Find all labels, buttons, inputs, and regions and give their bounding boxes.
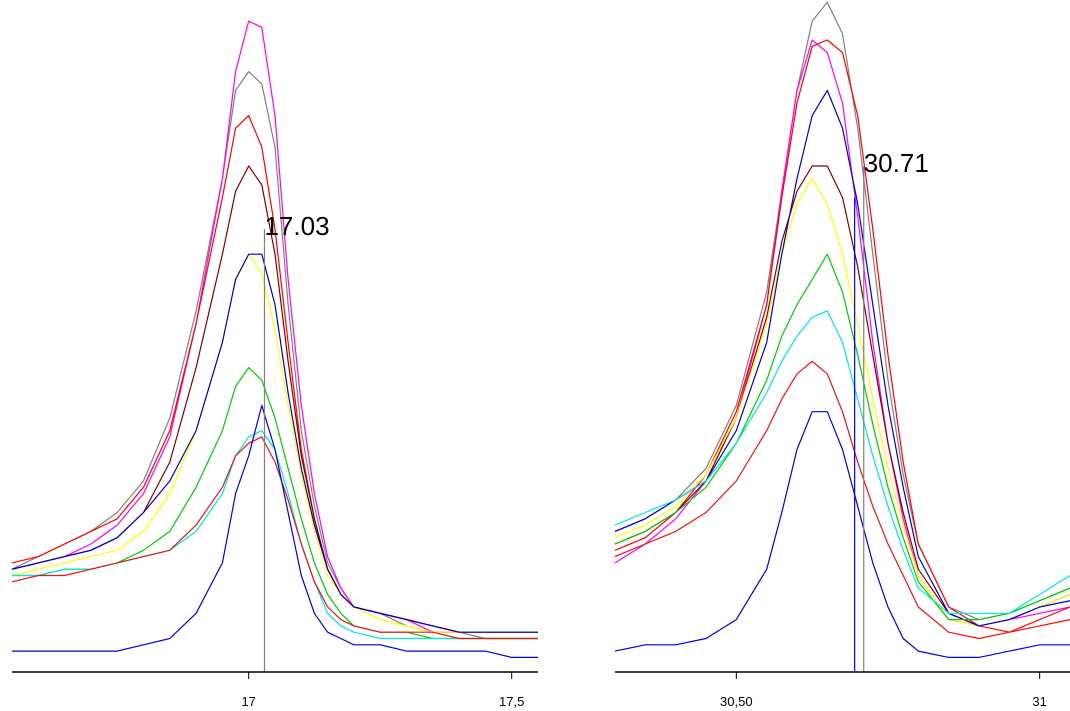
series-line-5 bbox=[614, 178, 1070, 627]
series-line-6 bbox=[11, 253, 538, 633]
x-tick-label: 31 bbox=[1032, 694, 1046, 709]
series-line-1 bbox=[614, 1, 1070, 621]
series-line-3 bbox=[11, 114, 538, 633]
series-line-9 bbox=[614, 360, 1070, 640]
series-line-1 bbox=[11, 70, 538, 640]
peak-marker-label: 17.03 bbox=[264, 211, 329, 241]
series-line-9 bbox=[11, 436, 538, 640]
left-plot-peak-17: 17.03 17 17,5 bbox=[11, 20, 538, 709]
x-tick-label: 17,5 bbox=[499, 694, 524, 709]
x-tick-label: 17 bbox=[241, 694, 255, 709]
series-line-10 bbox=[614, 411, 1070, 659]
series-line-7 bbox=[614, 253, 1070, 621]
peak-marker-label: 30.71 bbox=[864, 148, 929, 178]
series-line-5 bbox=[11, 253, 538, 633]
series-line-6 bbox=[614, 89, 1070, 627]
series-line-4 bbox=[614, 165, 1070, 627]
series-line-2 bbox=[11, 20, 538, 633]
series-line-8 bbox=[614, 310, 1070, 614]
right-plot-peak-30-71: 30.71 30,50 31 bbox=[614, 1, 1070, 709]
series-line-10 bbox=[12, 404, 538, 659]
series-line-7 bbox=[12, 367, 538, 640]
x-tick-label: 30,50 bbox=[720, 694, 753, 709]
